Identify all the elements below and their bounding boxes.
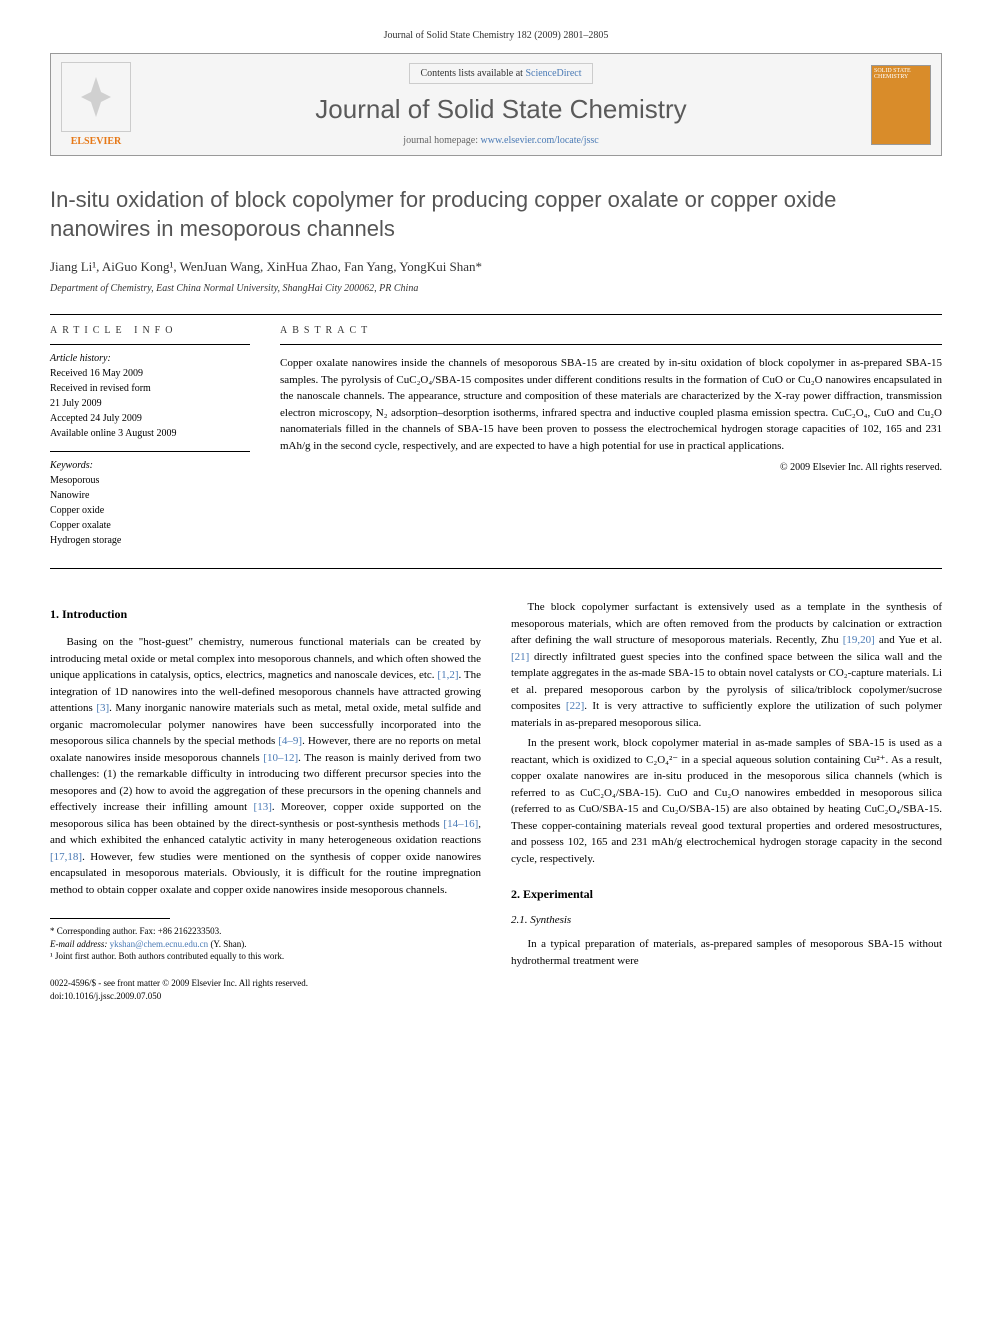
subsection-heading-synthesis: 2.1. Synthesis bbox=[511, 914, 942, 926]
issn-copyright-line: 0022-4596/$ - see front matter © 2009 El… bbox=[50, 977, 481, 990]
email-label: E-mail address: bbox=[50, 939, 110, 949]
accepted-date: Accepted 24 July 2009 bbox=[50, 413, 142, 424]
left-column: 1. Introduction Basing on the "host-gues… bbox=[50, 599, 481, 1002]
elsevier-tree-icon bbox=[61, 62, 131, 132]
body-paragraph: In a typical preparation of materials, a… bbox=[511, 936, 942, 969]
citation-link[interactable]: [4–9] bbox=[278, 735, 302, 747]
authors-line: Jiang Li¹, AiGuo Kong¹, WenJuan Wang, Xi… bbox=[50, 259, 942, 275]
journal-reference: Journal of Solid State Chemistry 182 (20… bbox=[50, 30, 942, 41]
elsevier-label: ELSEVIER bbox=[71, 136, 122, 147]
article-info-block: ARTICLE INFO Article history: Received 1… bbox=[50, 325, 250, 548]
keyword: Copper oxide bbox=[50, 505, 104, 516]
cover-block: SOLID STATE CHEMISTRY bbox=[861, 54, 941, 155]
email-tail: (Y. Shan). bbox=[208, 939, 246, 949]
contents-list-box: Contents lists available at ScienceDirec… bbox=[409, 63, 592, 84]
citation-link[interactable]: [13] bbox=[254, 801, 272, 813]
info-abstract-row: ARTICLE INFO Article history: Received 1… bbox=[50, 325, 942, 548]
keyword: Mesoporous bbox=[50, 475, 99, 486]
homepage-link[interactable]: www.elsevier.com/locate/jssc bbox=[481, 135, 599, 146]
cover-thumbnail: SOLID STATE CHEMISTRY bbox=[871, 65, 931, 145]
citation-link[interactable]: [1,2] bbox=[437, 669, 458, 681]
email-footnote: E-mail address: ykshan@chem.ecnu.edu.cn … bbox=[50, 938, 481, 951]
article-info-heading: ARTICLE INFO bbox=[50, 325, 250, 336]
keywords-label: Keywords: bbox=[50, 460, 93, 471]
footnote-divider bbox=[50, 918, 170, 919]
section-heading-introduction: 1. Introduction bbox=[50, 607, 481, 622]
keywords-block: Keywords: Mesoporous Nanowire Copper oxi… bbox=[50, 458, 250, 548]
affiliation: Department of Chemistry, East China Norm… bbox=[50, 283, 942, 294]
citation-link[interactable]: [10–12] bbox=[263, 752, 298, 764]
article-title: In-situ oxidation of block copolymer for… bbox=[50, 186, 942, 243]
body-paragraph: In the present work, block copolymer mat… bbox=[511, 735, 942, 867]
publisher-block: ELSEVIER bbox=[51, 54, 141, 155]
citation-link[interactable]: [14–16] bbox=[443, 818, 478, 830]
citation-link[interactable]: [3] bbox=[96, 702, 109, 714]
received-date: Received 16 May 2009 bbox=[50, 368, 143, 379]
joint-author-footnote: ¹ Joint first author. Both authors contr… bbox=[50, 950, 481, 963]
right-column: The block copolymer surfactant is extens… bbox=[511, 599, 942, 1002]
keyword: Copper oxalate bbox=[50, 520, 111, 531]
corresponding-author-footnote: * Corresponding author. Fax: +86 2162233… bbox=[50, 925, 481, 938]
online-date: Available online 3 August 2009 bbox=[50, 428, 176, 439]
keyword: Nanowire bbox=[50, 490, 89, 501]
journal-banner: ELSEVIER Contents lists available at Sci… bbox=[50, 53, 942, 156]
body-columns: 1. Introduction Basing on the "host-gues… bbox=[50, 599, 942, 1002]
contents-label: Contents lists available at bbox=[420, 68, 525, 79]
sciencedirect-link[interactable]: ScienceDirect bbox=[525, 68, 581, 79]
revised-date: 21 July 2009 bbox=[50, 398, 102, 409]
keyword: Hydrogen storage bbox=[50, 535, 121, 546]
history-label: Article history: bbox=[50, 353, 111, 364]
citation-link[interactable]: [21] bbox=[511, 651, 529, 663]
banner-center: Contents lists available at ScienceDirec… bbox=[141, 54, 861, 155]
section-heading-experimental: 2. Experimental bbox=[511, 887, 942, 902]
homepage-label: journal homepage: bbox=[403, 135, 480, 146]
citation-link[interactable]: [22] bbox=[566, 700, 584, 712]
doi-line: doi:10.1016/j.jssc.2009.07.050 bbox=[50, 990, 481, 1003]
abstract-text: Copper oxalate nanowires inside the chan… bbox=[280, 355, 942, 454]
email-link[interactable]: ykshan@chem.ecnu.edu.cn bbox=[110, 939, 209, 949]
divider bbox=[50, 568, 942, 569]
revised-label: Received in revised form bbox=[50, 383, 151, 394]
body-paragraph: The block copolymer surfactant is extens… bbox=[511, 599, 942, 731]
body-paragraph: Basing on the "host-guest" chemistry, nu… bbox=[50, 634, 481, 898]
article-history: Article history: Received 16 May 2009 Re… bbox=[50, 351, 250, 441]
abstract-block: ABSTRACT Copper oxalate nanowires inside… bbox=[280, 325, 942, 548]
divider bbox=[50, 314, 942, 315]
journal-homepage: journal homepage: www.elsevier.com/locat… bbox=[403, 135, 598, 146]
abstract-copyright: © 2009 Elsevier Inc. All rights reserved… bbox=[280, 462, 942, 473]
citation-link[interactable]: [17,18] bbox=[50, 851, 82, 863]
abstract-heading: ABSTRACT bbox=[280, 325, 942, 336]
journal-title: Journal of Solid State Chemistry bbox=[315, 94, 686, 125]
citation-link[interactable]: [19,20] bbox=[843, 634, 875, 646]
